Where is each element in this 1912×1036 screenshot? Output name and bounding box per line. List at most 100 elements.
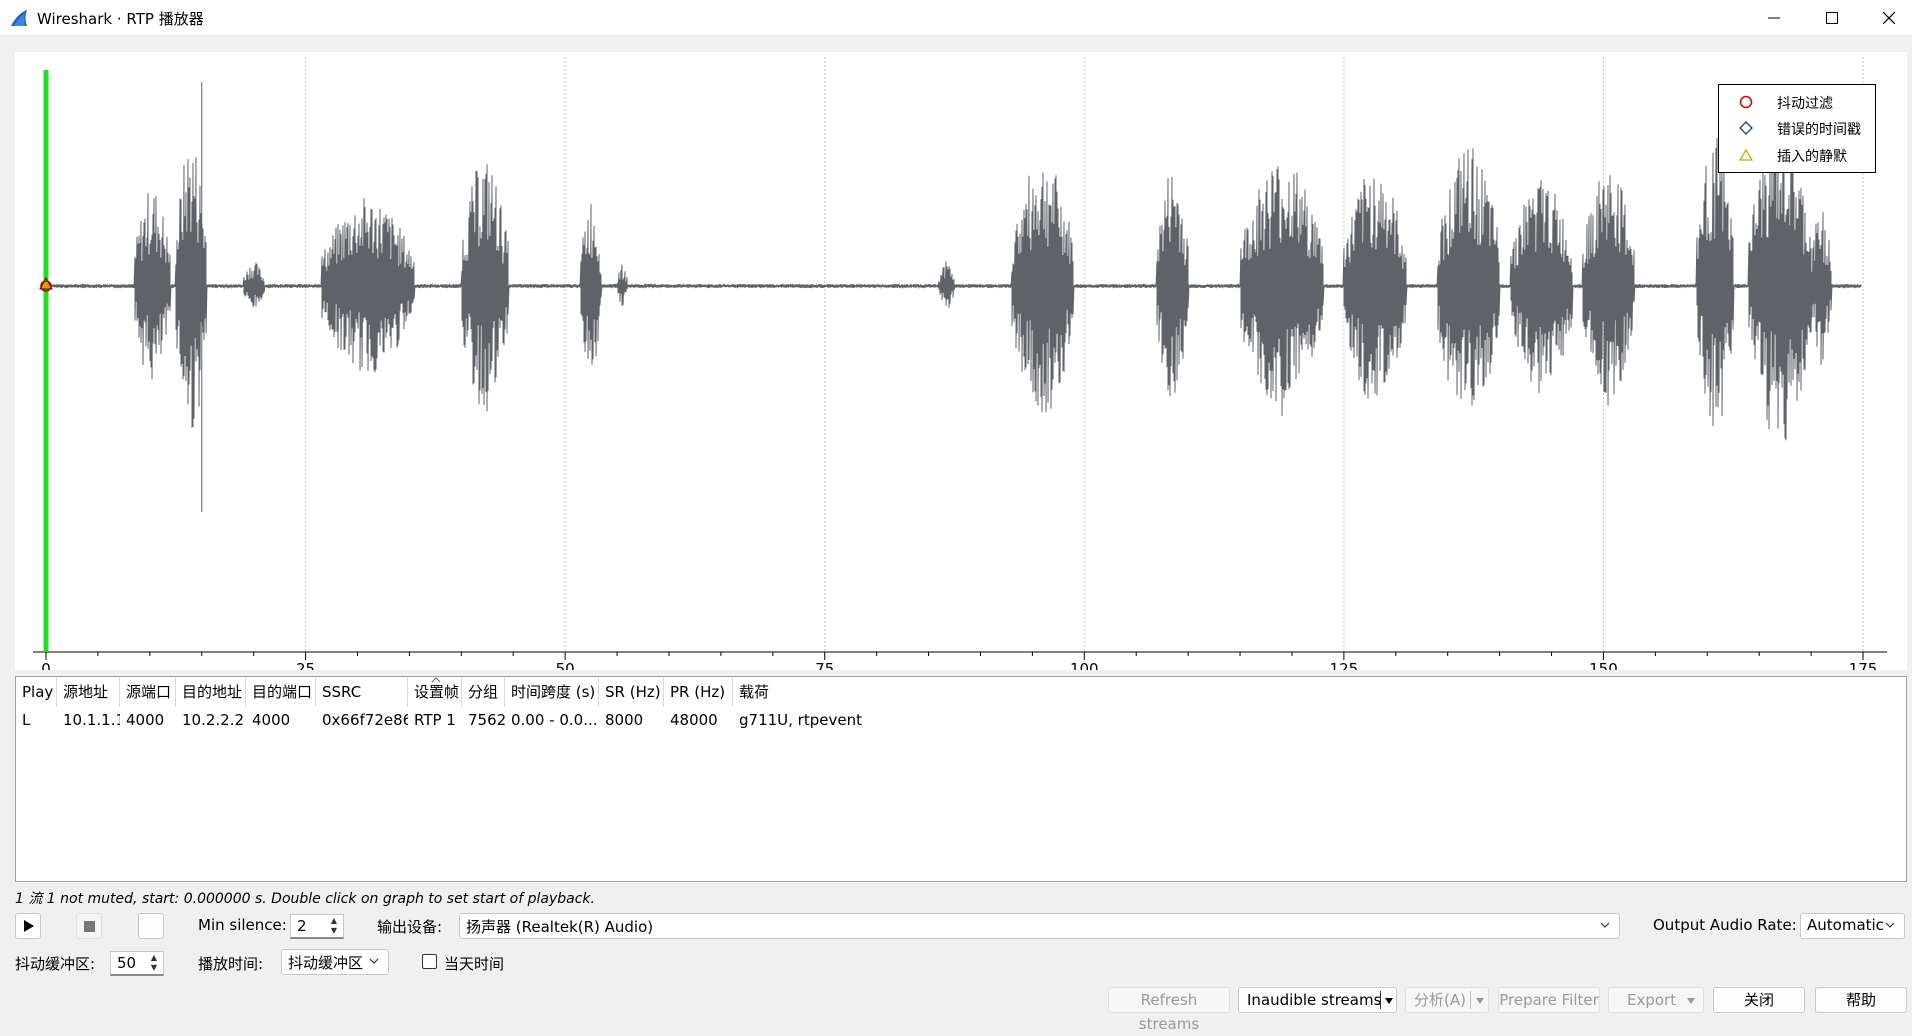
cell-packets: 7562: [468, 711, 505, 729]
split-divider: [1380, 991, 1381, 1009]
header-payload[interactable]: 载荷: [739, 683, 770, 701]
output-device-select[interactable]: 扬声器 (Realtek(R) Audio): [459, 913, 1620, 939]
header-sr[interactable]: SR (Hz): [599, 677, 664, 707]
spinner-arrows-icon[interactable]: ▲ ▼: [330, 916, 338, 935]
header-packets[interactable]: 分组: [462, 677, 505, 707]
tick-label: 50: [556, 660, 575, 670]
dropdown-arrow-icon[interactable]: [1384, 997, 1394, 1005]
cell-src-addr: 10.1.1.1: [63, 711, 120, 729]
refresh-streams-button[interactable]: Refresh streams: [1108, 987, 1230, 1033]
header-ssrc[interactable]: SSRC: [316, 677, 408, 707]
jitter-marker: [40, 280, 52, 292]
output-rate-select[interactable]: Automatic: [1800, 913, 1905, 939]
header-dst-port[interactable]: 目的端口: [246, 677, 316, 707]
jitter-buffer-value: 50: [117, 954, 137, 972]
legend-label: 抖动过滤: [1777, 96, 1833, 112]
analyze-label: 分析(A): [1414, 991, 1466, 1009]
play-icon: [24, 920, 34, 932]
triangle-icon: [1739, 148, 1753, 161]
diamond-icon: [1739, 121, 1753, 135]
header-src-addr[interactable]: 源地址: [57, 677, 120, 707]
header-pr[interactable]: PR (Hz): [664, 677, 733, 707]
cell-ssrc: 0x66f72e86: [322, 711, 408, 729]
export-label: Export: [1627, 991, 1677, 1009]
waveform-canvas[interactable]: 0 25 50 75 100 125 150 175: [15, 52, 1907, 670]
close-window-button[interactable]: [1866, 0, 1912, 36]
stream-table[interactable]: Play 源地址 源端口 目的地址 目的端口 SSRC 设置帧 分组 时间跨度 …: [15, 676, 1907, 882]
close-icon: [1883, 12, 1895, 24]
help-button[interactable]: 帮助: [1815, 987, 1907, 1013]
jitter-buffer-label: 抖动缓冲区:: [15, 955, 96, 973]
header-play[interactable]: Play: [16, 677, 57, 707]
output-device-value: 扬声器 (Realtek(R) Audio): [466, 918, 654, 936]
output-rate-value: Automatic: [1807, 916, 1884, 934]
cell-time-span: 0.00 - 0.0...: [511, 711, 598, 729]
table-header: Play 源地址 源端口 目的地址 目的端口 SSRC 设置帧 分组 时间跨度 …: [16, 677, 1906, 707]
tick-label: 0: [41, 660, 51, 670]
window-title: Wireshark · RTP 播放器: [37, 10, 204, 28]
playback-time-select[interactable]: 抖动缓冲区: [281, 949, 389, 975]
jitter-buffer-spinbox[interactable]: 50 ▲ ▼: [110, 951, 164, 976]
output-rate-label: Output Audio Rate:: [1653, 916, 1797, 934]
tick-label: 175: [1849, 660, 1878, 670]
tick-label: 125: [1330, 660, 1359, 670]
cell-play[interactable]: L: [22, 711, 31, 729]
legend-label: 错误的时间戳: [1777, 122, 1861, 138]
tick-label: 25: [296, 660, 315, 670]
cell-dst-addr: 10.2.2.2: [182, 711, 245, 729]
maximize-icon: [1826, 12, 1838, 24]
playback-time-label: 播放时间:: [198, 955, 264, 973]
maximize-button[interactable]: [1809, 0, 1855, 36]
close-button[interactable]: 关闭: [1713, 987, 1805, 1013]
legend-item-wrong-timestamp: 错误的时间戳: [1719, 115, 1875, 141]
legend-label: 插入的静默: [1777, 149, 1847, 165]
time-of-day-checkbox[interactable]: [422, 954, 437, 969]
title-bar: Wireshark · RTP 播放器: [0, 0, 1912, 36]
time-of-day-label: 当天时间: [444, 955, 505, 973]
chevron-down-icon: [369, 958, 379, 964]
prepare-filter-button[interactable]: Prepare Filter: [1498, 987, 1600, 1013]
tick-label: 100: [1070, 660, 1099, 670]
circle-icon: [1739, 95, 1753, 109]
sort-indicator-icon: [431, 677, 441, 683]
chevron-down-icon: [1600, 922, 1610, 928]
legend: 抖动过滤 错误的时间戳 插入的静默: [1718, 84, 1876, 173]
header-dst-addr[interactable]: 目的地址: [176, 677, 246, 707]
inaudible-streams-button[interactable]: Inaudible streams: [1238, 987, 1397, 1013]
min-silence-value: 2: [297, 917, 307, 935]
header-time-span[interactable]: 时间跨度 (s): [505, 677, 599, 707]
export-button[interactable]: Export: [1608, 987, 1704, 1013]
dropdown-arrow-icon: [1687, 998, 1695, 1004]
legend-item-jitter: 抖动过滤: [1719, 89, 1875, 115]
cell-src-port: 4000: [126, 711, 165, 729]
cell-sr: 8000: [605, 711, 644, 729]
output-device-label: 输出设备:: [377, 918, 443, 936]
waveform-trace: [45, 127, 1862, 441]
header-src-port[interactable]: 源端口: [120, 677, 176, 707]
minimize-button[interactable]: [1751, 0, 1797, 36]
tick-label: 150: [1589, 660, 1618, 670]
cell-dst-port: 4000: [252, 711, 291, 729]
chevron-down-icon: [1885, 922, 1895, 928]
playback-time-value: 抖动缓冲区: [288, 954, 364, 972]
split-divider: [1470, 991, 1471, 1009]
min-silence-spinbox[interactable]: 2 ▲ ▼: [290, 914, 344, 939]
play-button[interactable]: [15, 913, 41, 939]
waveform-graph[interactable]: 0 25 50 75 100 125 150 175: [15, 52, 1907, 670]
stop-icon: [84, 921, 95, 932]
analyze-button[interactable]: 分析(A): [1405, 987, 1489, 1013]
cell-pr: 48000: [670, 711, 718, 729]
inserted-silence-marker: [39, 276, 53, 290]
minimize-icon: [1768, 17, 1780, 19]
spinner-arrows-icon[interactable]: ▲ ▼: [150, 953, 158, 972]
stop-button[interactable]: [76, 913, 102, 939]
dropdown-arrow-icon[interactable]: [1475, 997, 1485, 1005]
tick-label: 75: [815, 660, 834, 670]
status-text: 1 流 1 not muted, start: 0.000000 s. Doub…: [15, 891, 595, 907]
header-setup-frame[interactable]: 设置帧: [408, 677, 462, 707]
wireshark-fin-icon: [11, 10, 27, 26]
cell-setup-frame: RTP 1: [414, 711, 456, 729]
min-silence-label: Min silence:: [198, 916, 287, 934]
pause-button[interactable]: [138, 913, 164, 939]
cell-payload: g711U, rtpevent: [739, 711, 862, 729]
